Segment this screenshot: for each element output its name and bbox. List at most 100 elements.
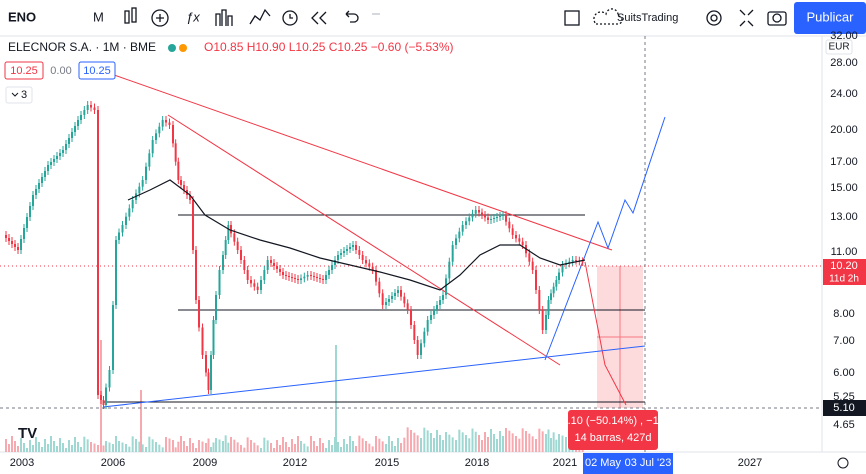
time-label: 2027	[738, 457, 762, 469]
volume-bar	[541, 431, 544, 452]
currency[interactable]: EUR	[828, 42, 849, 53]
bid-box[interactable]	[4, 61, 44, 80]
volume-bar	[319, 438, 321, 452]
volume-bar	[525, 431, 527, 452]
candle	[210, 355, 212, 390]
volume-bar	[158, 444, 161, 452]
candle	[371, 266, 374, 270]
candle	[439, 300, 441, 305]
candle	[406, 303, 409, 310]
candle	[266, 260, 269, 270]
candle	[471, 213, 474, 218]
volume-bar	[436, 430, 438, 452]
volume-bar	[349, 436, 351, 452]
volume-bar	[8, 444, 10, 452]
volume-bar	[545, 434, 547, 452]
candle	[451, 245, 454, 262]
volume-bar	[297, 436, 299, 452]
layout-name[interactable]: SuitsTrading	[617, 12, 678, 24]
volume-bar	[430, 433, 432, 452]
candle	[172, 125, 174, 144]
candle	[291, 277, 293, 278]
candle	[74, 126, 76, 132]
volume-bar	[478, 435, 480, 452]
candle	[378, 281, 381, 294]
volume-bar	[177, 441, 180, 452]
volume-bar	[496, 439, 498, 452]
candle	[212, 320, 215, 355]
currency-box[interactable]	[825, 39, 853, 55]
legend-title: ELECNOR S.A. · 1M · BME	[8, 40, 156, 54]
candle	[368, 263, 371, 267]
range-end: 03 Jul '23	[625, 457, 672, 469]
measure-arrows	[597, 266, 643, 408]
volume-bar	[365, 441, 367, 452]
volume-bar	[172, 440, 174, 452]
volume-bar	[121, 442, 124, 452]
volume-bar	[38, 442, 40, 452]
symbol[interactable]: ENO	[8, 9, 36, 24]
volume-bar	[236, 442, 239, 452]
candle	[77, 120, 79, 126]
candle	[413, 325, 416, 340]
volume-bar	[74, 437, 76, 452]
volume-bar	[448, 434, 451, 452]
volume-bar	[230, 437, 232, 452]
horizontal-levels	[103, 214, 645, 403]
volume-bar	[565, 437, 567, 452]
volume-bar	[300, 441, 302, 452]
candle	[455, 238, 457, 245]
time-axis: 2003 2006 2009 2012 2015 2018 2021 2027	[10, 457, 762, 469]
candle	[352, 245, 354, 247]
countdown: 11d 2h	[829, 274, 859, 285]
toolbar-icons[interactable]: ƒx	[124, 7, 787, 27]
time-label: 2012	[283, 457, 307, 469]
volume-spike	[335, 345, 337, 452]
candle	[93, 107, 96, 110]
volume-bar	[189, 438, 191, 452]
interval[interactable]: M	[93, 9, 104, 24]
indicator-count[interactable]: 3	[21, 89, 27, 101]
candle	[442, 295, 444, 300]
price-label: 11.00	[831, 246, 858, 258]
candle	[474, 210, 477, 214]
publish-label[interactable]: Publicar	[807, 9, 855, 24]
volume-bar	[266, 440, 269, 452]
candle	[276, 266, 278, 269]
volume-bar	[294, 444, 296, 452]
volume-bar	[451, 437, 454, 452]
settings-icon[interactable]	[837, 457, 849, 469]
tv-logo[interactable]: TV	[18, 425, 37, 442]
candle	[458, 231, 461, 239]
volume-bar	[400, 443, 402, 452]
bid[interactable]: 10.25	[10, 65, 38, 77]
candle	[331, 265, 333, 270]
volume-bar	[148, 436, 151, 452]
volume-bar	[403, 437, 406, 452]
candle	[11, 241, 13, 244]
candle	[155, 133, 157, 140]
range-start: 02 May	[585, 457, 622, 469]
ask[interactable]: 10.25	[83, 65, 111, 77]
candle	[128, 208, 131, 217]
volume-bar	[394, 446, 396, 452]
volume-bar	[207, 438, 210, 452]
candle	[433, 310, 435, 315]
price-label: 15.00	[830, 182, 858, 194]
indicator-toggle[interactable]	[5, 86, 33, 104]
volume-bar	[125, 444, 127, 452]
volume-bar	[555, 439, 558, 452]
volume-bar	[310, 436, 312, 452]
volume-bar	[406, 427, 409, 452]
volume-bar	[240, 445, 242, 452]
publish-button[interactable]	[794, 2, 866, 34]
target-price-tag	[823, 400, 866, 416]
volume-bar	[32, 445, 34, 452]
ask-box[interactable]	[78, 61, 116, 80]
candle	[508, 221, 511, 229]
volume-bar	[222, 441, 224, 452]
candle	[263, 270, 266, 280]
volume-bar	[552, 432, 555, 452]
candle	[397, 290, 399, 293]
volume-bar	[263, 437, 266, 452]
